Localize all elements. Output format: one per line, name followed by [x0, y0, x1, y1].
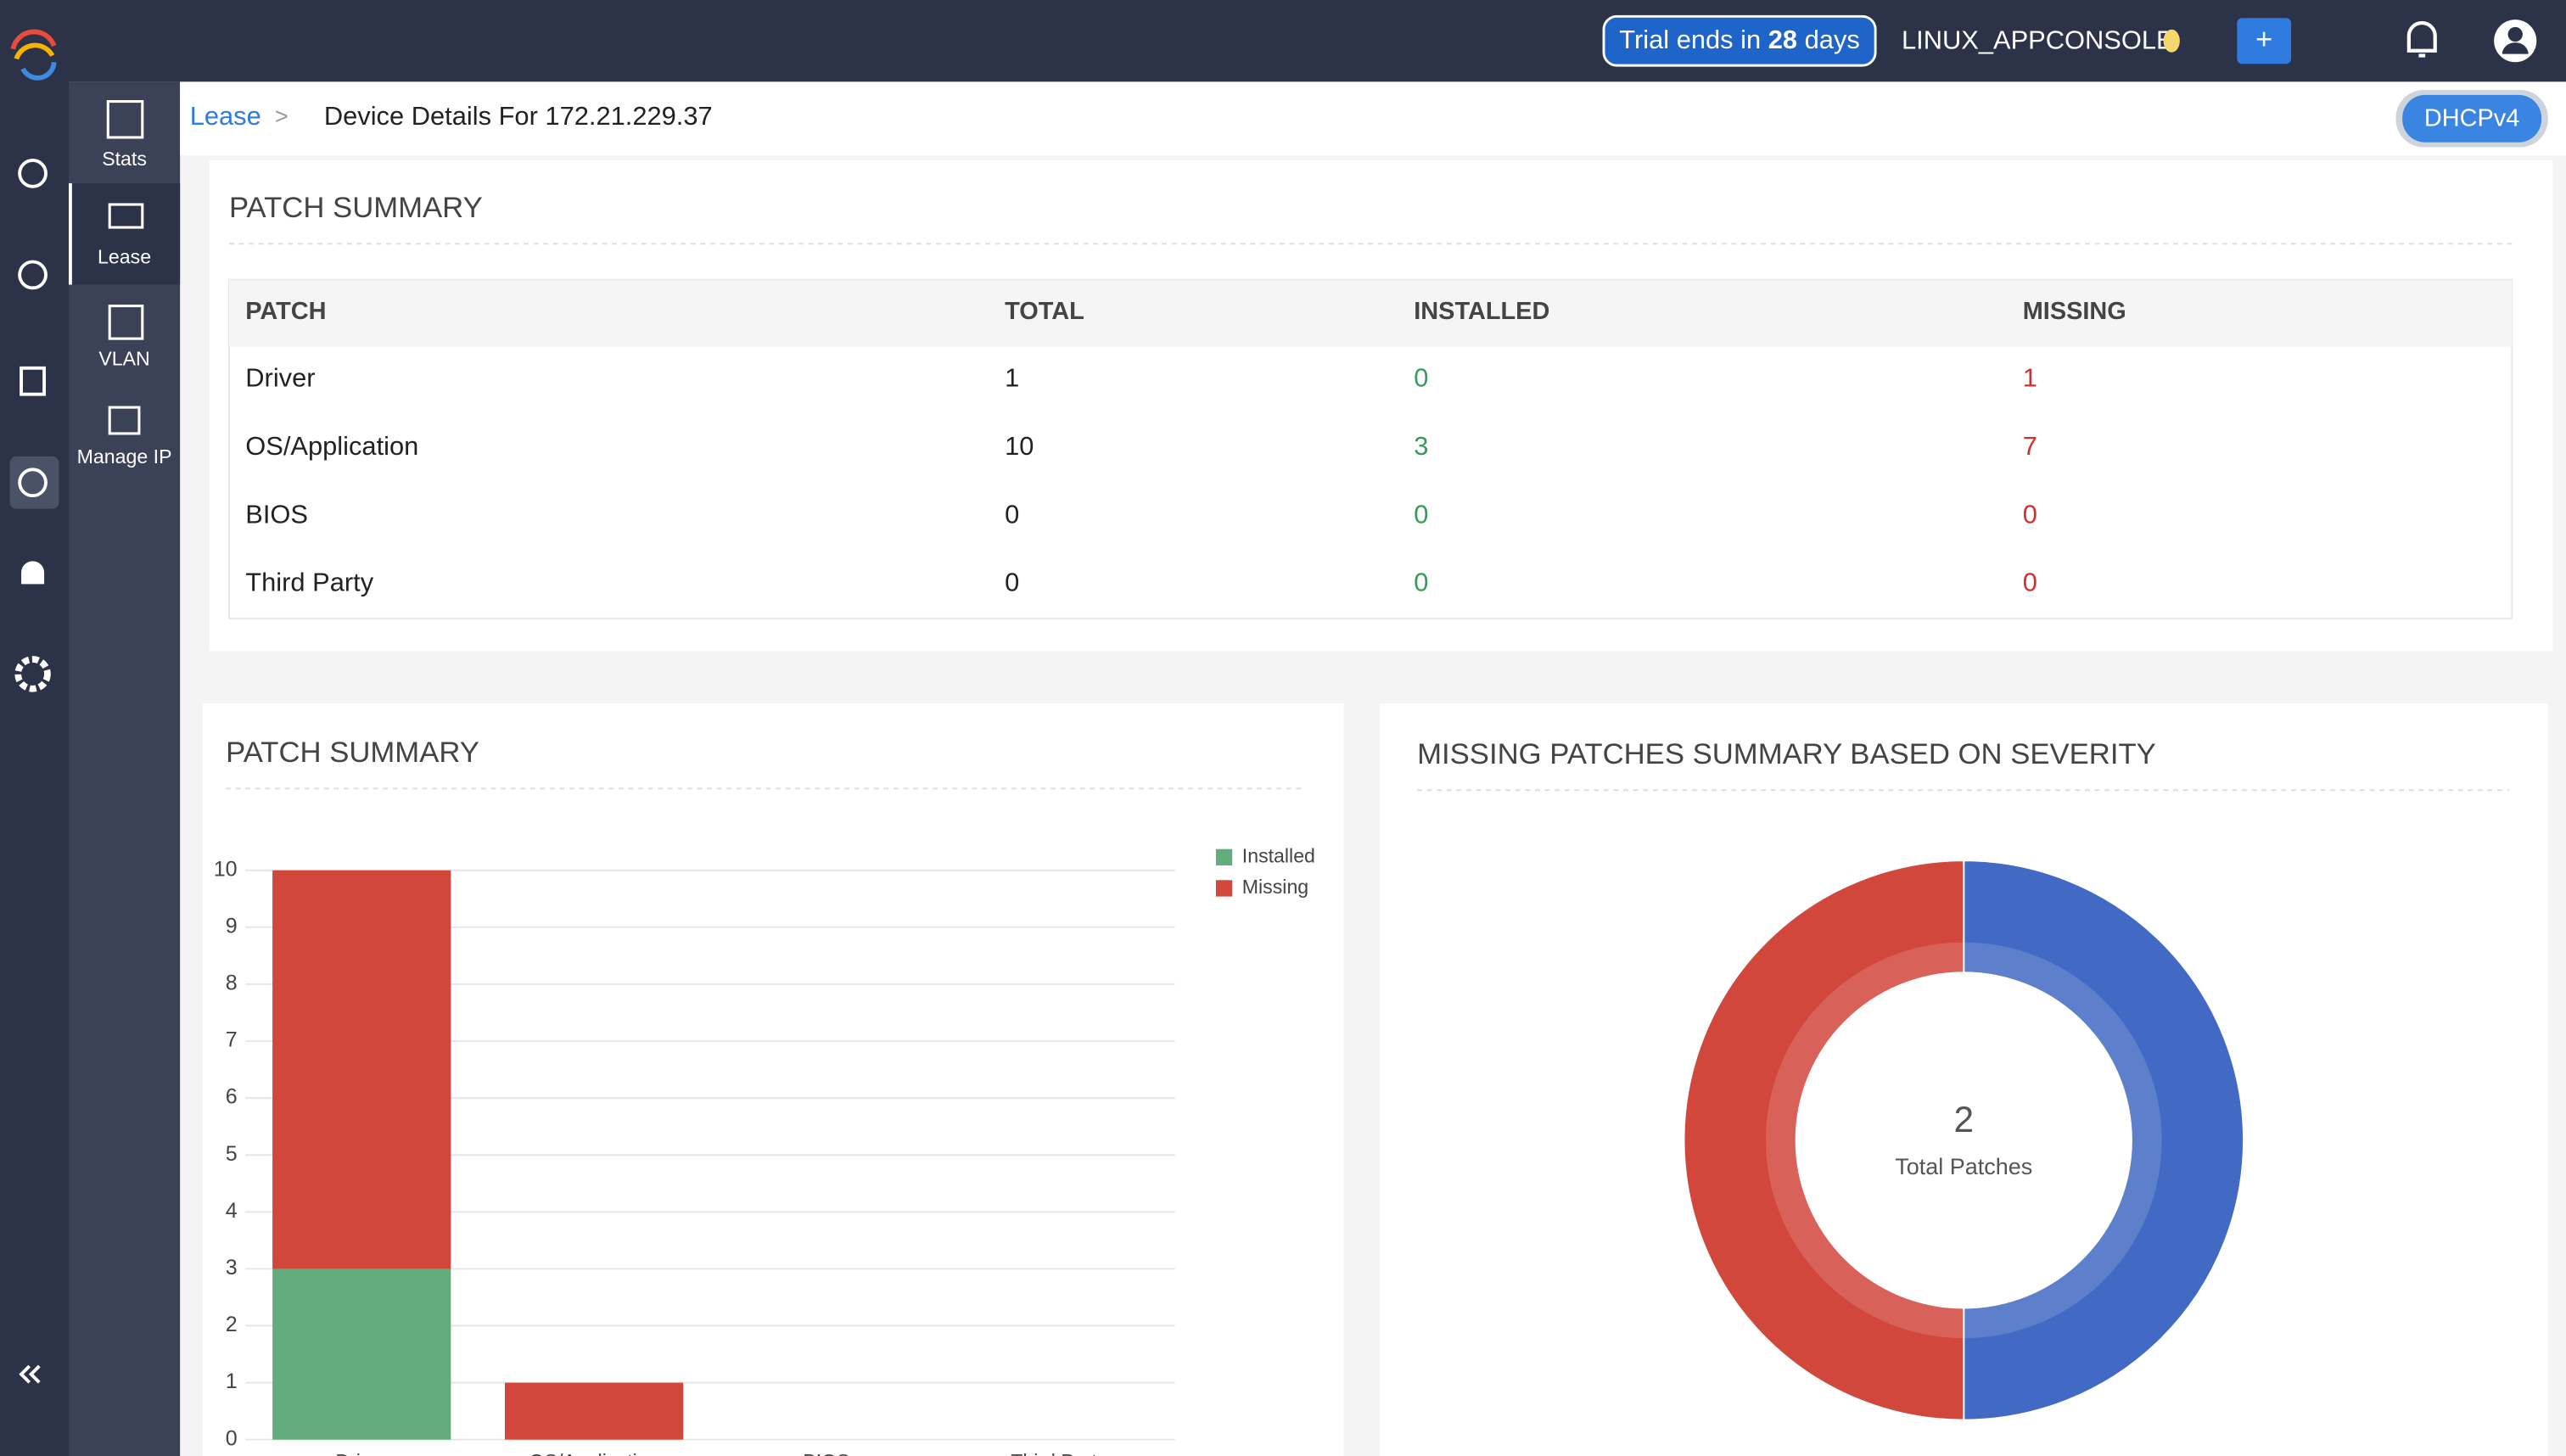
card-title: PATCH SUMMARY [229, 192, 483, 224]
trial-suffix: days [1805, 25, 1860, 54]
submenu-label[interactable]: Lease [98, 246, 151, 268]
submenu-label[interactable]: Manage IP [77, 445, 172, 468]
table-cell: OS/Application [245, 431, 418, 461]
breadcrumb-separator: > [275, 104, 289, 129]
table-cell: 10 [1005, 431, 1034, 461]
add-button-label[interactable]: + [2255, 23, 2272, 55]
table-cell: Third Party [245, 568, 373, 597]
trial-text: Trial ends in 28 days [1619, 25, 1860, 54]
chart-title: MISSING PATCHES SUMMARY BASED ON SEVERIT… [1417, 738, 2156, 770]
y-tick-label: 10 [214, 857, 238, 881]
y-tick-label: 4 [226, 1199, 238, 1223]
vlan-icon[interactable] [108, 305, 144, 340]
logo [20, 61, 57, 81]
legend-swatch [1215, 880, 1233, 897]
notifications-icon[interactable] [2406, 20, 2437, 58]
breadcrumb-bar [180, 81, 2566, 156]
trial-prefix: Trial ends in [1619, 25, 1761, 54]
linux-icon [2163, 29, 2180, 53]
legend-swatch [1215, 848, 1233, 865]
dashboard-icon[interactable] [18, 159, 48, 188]
y-tick-label: 5 [226, 1142, 238, 1166]
table-cell: 0 [2023, 499, 2037, 529]
donut-center-value: 2 [1953, 1100, 1974, 1140]
y-tick-label: 0 [226, 1426, 238, 1450]
table-cell: 0 [1005, 568, 1019, 597]
donut-inner-ring [1765, 942, 2162, 1339]
ipam-icon[interactable] [20, 366, 46, 396]
user-icon-head [2507, 26, 2523, 42]
y-tick-label: 2 [226, 1313, 238, 1336]
submenu-active [69, 182, 181, 285]
bar-segment [272, 870, 451, 1269]
add-button[interactable] [2237, 18, 2291, 64]
y-tick-label: 3 [226, 1256, 238, 1280]
y-tick-label: 9 [226, 914, 238, 938]
y-tick-label: 8 [226, 972, 238, 995]
alerts-icon[interactable] [21, 561, 45, 585]
bar-segment [272, 1268, 451, 1440]
user-icon-body [2502, 42, 2529, 54]
y-tick-label: 7 [226, 1028, 238, 1052]
x-tick-label: BIOS [803, 1450, 849, 1456]
chart-title: PATCH SUMMARY [226, 736, 479, 769]
column-header: TOTAL [1005, 298, 1084, 325]
reports-icon[interactable] [18, 468, 48, 498]
logo [10, 29, 57, 50]
settings-icon[interactable] [14, 656, 51, 692]
table-cell: 1 [2023, 362, 2037, 392]
trial-pill[interactable] [1602, 14, 1877, 67]
table-cell: Driver [245, 362, 315, 392]
column-header: INSTALLED [1414, 298, 1549, 325]
x-tick-label: Driver [335, 1450, 388, 1456]
topbar [0, 0, 2566, 82]
dns-icon[interactable] [18, 260, 48, 290]
manage-ip-icon[interactable] [108, 406, 141, 435]
trial-days: 28 [1768, 25, 1797, 54]
collapse-icon[interactable] [19, 1364, 41, 1384]
table-header [229, 279, 2513, 347]
table-cell: 0 [1414, 362, 1428, 392]
table-cell: 0 [1414, 499, 1428, 529]
table-cell: 0 [2023, 568, 2037, 597]
legend-label[interactable]: Missing [1242, 876, 1308, 898]
active-indicator [69, 182, 72, 285]
reports-icon-bg[interactable] [9, 456, 59, 509]
y-tick-label: 6 [226, 1085, 238, 1109]
breadcrumb-current: Device Details For 172.21.229.37 [324, 101, 713, 131]
donut-hole [1795, 972, 2132, 1309]
table-cell: 0 [1005, 499, 1019, 529]
table-cell: 1 [1005, 362, 1019, 392]
submenu-label[interactable]: Stats [102, 148, 147, 170]
legend-label[interactable]: Installed [1242, 844, 1315, 866]
table-cell: BIOS [245, 499, 308, 529]
column-header: PATCH [245, 298, 326, 325]
breadcrumb-link[interactable]: Lease [190, 101, 261, 131]
submenu-label[interactable]: VLAN [98, 347, 149, 369]
bar-segment [504, 1382, 684, 1440]
protocol-label[interactable]: DHCPv4 [2424, 104, 2519, 132]
submenu [69, 81, 181, 1456]
table-cell: 3 [1414, 431, 1428, 461]
donut-center-label: Total Patches [1895, 1154, 2032, 1179]
protocol-pill[interactable] [2402, 94, 2542, 143]
console-name[interactable]: LINUX_APPCONSOLE [1902, 25, 2174, 54]
y-tick-label: 1 [226, 1369, 238, 1393]
table-cell: 0 [1414, 568, 1428, 597]
stats-icon[interactable] [106, 99, 144, 139]
x-tick-label: OS/Application [529, 1450, 659, 1456]
icon-rail [0, 0, 69, 1456]
column-header: MISSING [2023, 298, 2126, 325]
table-cell: 7 [2023, 431, 2037, 461]
x-tick-label: Third Party [1011, 1450, 1107, 1456]
lease-icon[interactable] [108, 203, 144, 229]
logo [14, 42, 55, 60]
